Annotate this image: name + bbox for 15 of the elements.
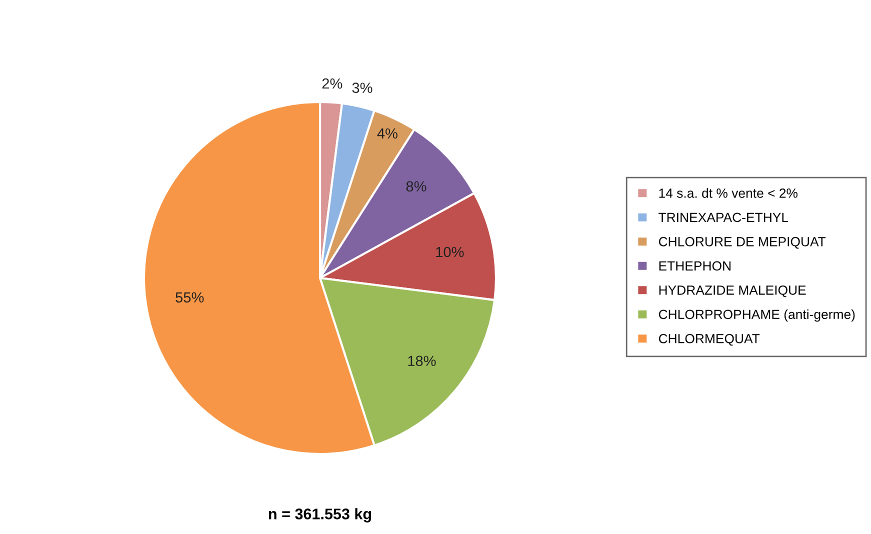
data-label: 18% <box>408 356 436 366</box>
data-label: 4% <box>377 128 398 139</box>
data-label: 10% <box>436 246 464 258</box>
legend-label: TRINEXAPAC-ETHYL <box>658 212 788 222</box>
legend-label: HYDRAZIDE MALEIQUE <box>659 285 806 298</box>
data-label: 3% <box>352 82 372 93</box>
legend-label: 14 s.a. dt % vente < 2% <box>659 188 798 198</box>
legend-label: ETHEPHON <box>659 261 730 271</box>
text: n = 361.553 kg <box>268 508 372 522</box>
data-label: 55% <box>176 292 204 303</box>
legend-label: CHLORMEQUAT <box>658 334 760 346</box>
legend-label: CHLORPROPHAME (anti-germe) <box>658 309 855 322</box>
data-label: 8% <box>406 181 426 192</box>
data-label: 2% <box>322 78 342 89</box>
legend-label: CHLORURE DE MEPIQUAT <box>658 236 826 249</box>
